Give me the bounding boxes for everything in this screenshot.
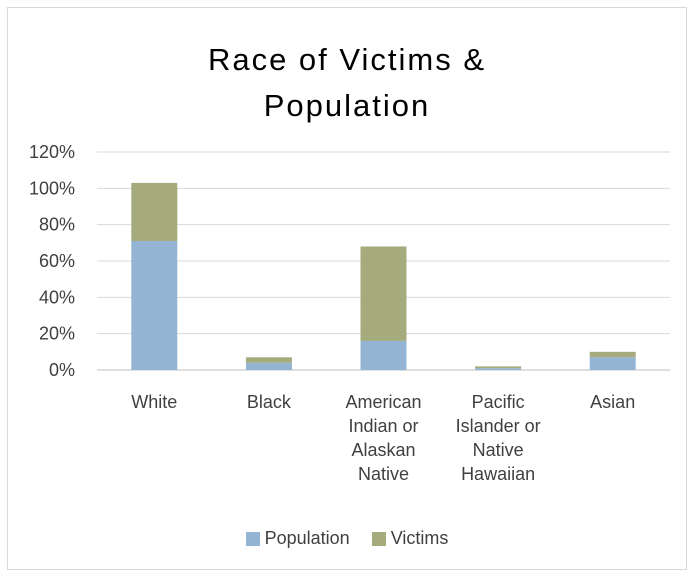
legend-label-victims: Victims bbox=[390, 528, 449, 548]
x-tick-label-line: Islander or bbox=[456, 416, 541, 436]
x-tick-label: American Indian or Alaskan Native bbox=[345, 392, 421, 484]
x-tick-label-line: Native bbox=[473, 440, 524, 460]
bar-population bbox=[131, 241, 178, 370]
bar-victims bbox=[589, 351, 636, 358]
y-tick-label: 120% bbox=[29, 142, 75, 162]
chart-frame bbox=[7, 7, 687, 570]
chart-legend: Population Victims bbox=[0, 528, 694, 549]
x-tick-label-line: Hawaiian bbox=[461, 464, 535, 484]
x-tick-label-line: Pacific bbox=[472, 392, 525, 412]
x-tick-label-line: Native bbox=[358, 464, 409, 484]
x-tick-label: Pacific Islander or Native Hawaiian bbox=[456, 392, 541, 484]
x-tick-label-line: White bbox=[131, 392, 177, 412]
x-tick-label-line: Alaskan bbox=[351, 440, 415, 460]
y-tick-label: 0% bbox=[49, 360, 75, 380]
y-tick-label: 20% bbox=[39, 324, 75, 344]
legend-label-population: Population bbox=[264, 528, 350, 548]
y-tick-label: 60% bbox=[39, 251, 75, 271]
x-tick-label-line: American bbox=[345, 392, 421, 412]
bar-victims bbox=[475, 366, 522, 369]
y-tick-label: 40% bbox=[39, 287, 75, 307]
x-tick-label-line: Asian bbox=[590, 392, 635, 412]
bar-population bbox=[360, 340, 407, 370]
legend-item-population: Population bbox=[245, 528, 350, 549]
bar-victims bbox=[360, 246, 407, 341]
bar-victims bbox=[131, 182, 178, 242]
legend-swatch-victims bbox=[371, 531, 386, 546]
bar-victims bbox=[245, 357, 292, 363]
x-tick-label-line: Indian or bbox=[348, 416, 418, 436]
x-tick-label: Black bbox=[247, 392, 292, 412]
x-tick-label: White bbox=[131, 392, 177, 412]
y-tick-label: 100% bbox=[29, 178, 75, 198]
x-tick-label-line: Black bbox=[247, 392, 292, 412]
chart-title-line-1: Race of Victims & bbox=[207, 42, 487, 77]
legend-item-victims: Victims bbox=[371, 528, 449, 549]
legend-swatch-population bbox=[245, 531, 260, 546]
bar-population bbox=[245, 362, 292, 370]
x-tick-label: Asian bbox=[590, 392, 635, 412]
chart-title-line-2: Population bbox=[263, 88, 431, 123]
bar-population bbox=[475, 368, 522, 370]
y-tick-label: 80% bbox=[39, 215, 75, 235]
bar-population bbox=[589, 357, 636, 370]
